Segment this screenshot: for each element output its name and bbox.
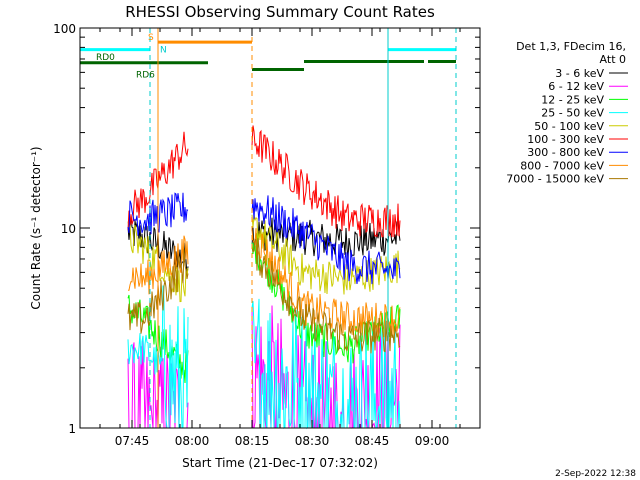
legend-label-4: 50 - 100 keV bbox=[534, 120, 604, 133]
x-tick-label-5: 09:00 bbox=[415, 434, 450, 448]
flag-label-n: N bbox=[160, 46, 167, 56]
x-tick-label-2: 08:15 bbox=[235, 434, 270, 448]
legend-label-6: 300 - 800 keV bbox=[527, 146, 604, 159]
legend-label-1: 6 - 12 keV bbox=[548, 80, 604, 93]
flag-label-rd6: RD6 bbox=[136, 71, 155, 81]
chart-title: RHESSI Observing Summary Count Rates bbox=[125, 3, 435, 21]
flag-label-rd0: RD0 bbox=[96, 53, 115, 63]
legend-label-7: 800 - 7000 keV bbox=[520, 159, 604, 172]
legend-header-line-2: Att 0 bbox=[600, 53, 626, 66]
legend-header-line-1: Det 1,3, FDecim 16, bbox=[516, 40, 626, 53]
x-tick-label-4: 08:45 bbox=[355, 434, 390, 448]
legend-label-3: 25 - 50 keV bbox=[541, 107, 604, 120]
data-layer bbox=[127, 125, 401, 430]
axes-layer: 07:45 08:00 08:15 08:30 08:45 09:00 1 10 100 bbox=[53, 22, 481, 448]
legend-label-0: 3 - 6 keV bbox=[555, 67, 604, 80]
x-tick-label-3: 08:30 bbox=[295, 434, 330, 448]
flag-label-s: S bbox=[148, 33, 154, 43]
y-tick-label-0: 1 bbox=[68, 422, 76, 436]
x-tick-label-0: 07:45 bbox=[115, 434, 150, 448]
legend-label-8: 7000 - 15000 keV bbox=[506, 173, 604, 186]
y-tick-label-2: 100 bbox=[53, 22, 76, 36]
legend-label-2: 12 - 25 keV bbox=[541, 93, 604, 106]
x-axis-label: Start Time (21-Dec-17 07:32:02) bbox=[182, 456, 378, 470]
legend-label-5: 100 - 300 keV bbox=[527, 133, 604, 146]
y-axis-label: Count Rate (s⁻¹ detector⁻¹) bbox=[29, 146, 43, 309]
y-tick-label-1: 10 bbox=[61, 222, 76, 236]
footer-date: 2-Sep-2022 12:38 bbox=[555, 469, 636, 479]
x-tick-label-1: 08:00 bbox=[175, 434, 210, 448]
